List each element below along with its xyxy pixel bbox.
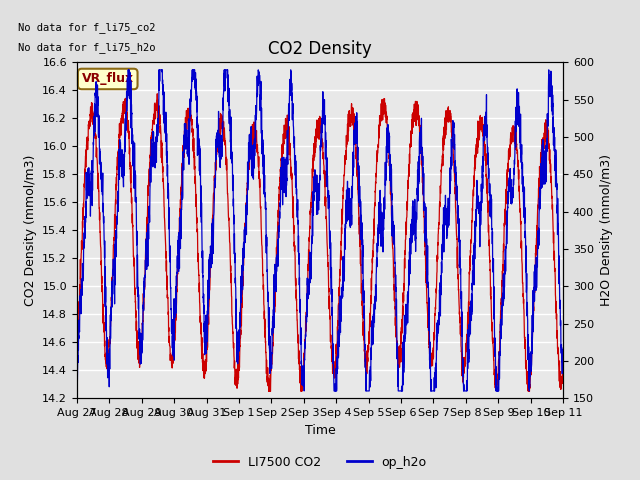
Y-axis label: H2O Density (mmol/m3): H2O Density (mmol/m3)	[600, 155, 612, 306]
Text: No data for f_li75_h2o: No data for f_li75_h2o	[19, 42, 156, 53]
Y-axis label: CO2 Density (mmol/m3): CO2 Density (mmol/m3)	[24, 155, 36, 306]
Legend: LI7500 CO2, op_h2o: LI7500 CO2, op_h2o	[209, 451, 431, 474]
X-axis label: Time: Time	[305, 424, 335, 437]
Title: CO2 Density: CO2 Density	[268, 40, 372, 58]
Text: VR_flux: VR_flux	[82, 72, 134, 85]
Text: No data for f_li75_co2: No data for f_li75_co2	[19, 22, 156, 33]
